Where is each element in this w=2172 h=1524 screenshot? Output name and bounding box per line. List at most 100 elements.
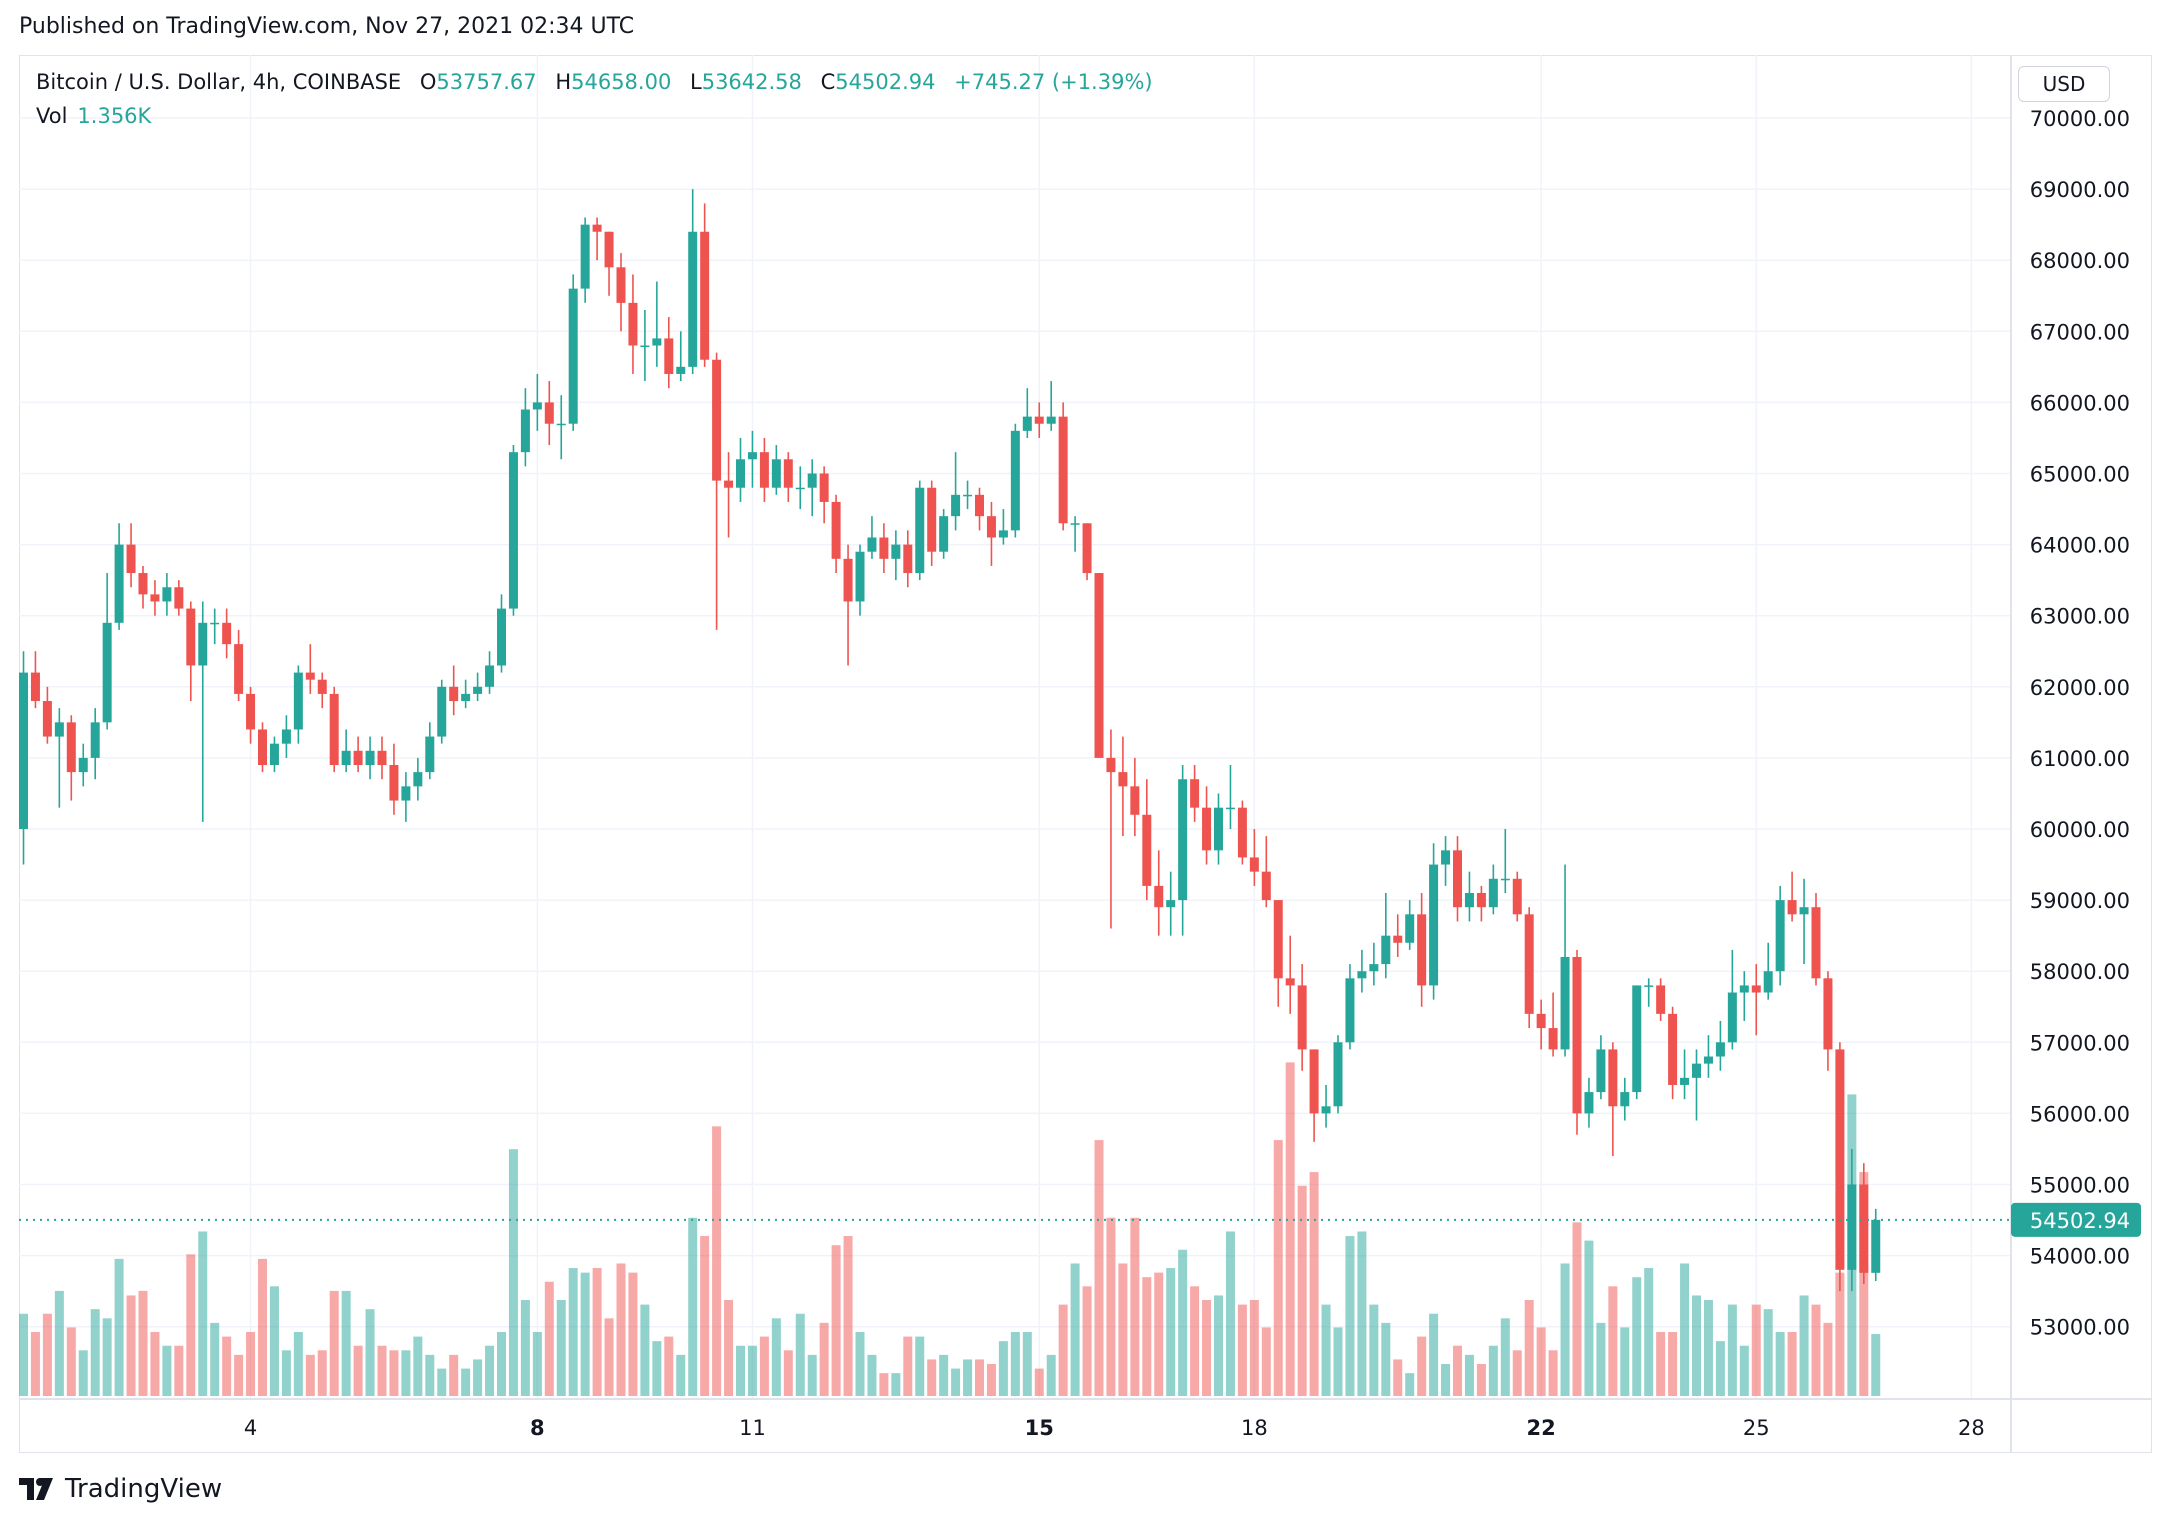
tradingview-logo[interactable]: TradingView [19,1474,222,1504]
candle-body [520,409,530,453]
volume-bar [1488,1345,1498,1396]
candle-body [401,786,411,801]
candle-body [855,551,865,602]
volume-bar [186,1254,196,1396]
candle-body [1727,992,1737,1043]
volume-bar [676,1354,686,1396]
candle-body [640,345,650,348]
volume-bar [114,1258,124,1396]
candle-body [1285,978,1295,986]
volume-bar [365,1309,375,1396]
candle-body [1476,892,1486,908]
candle-body [1763,971,1773,993]
candle-body [915,487,925,574]
volume-bar [939,1354,949,1396]
volume-bar [998,1341,1008,1396]
candle-body [1046,416,1056,424]
candle-body [1094,573,1104,758]
candle-body [700,231,710,360]
price-tick-label: 70000.00 [2030,107,2130,131]
candle-body [1572,956,1582,1114]
time-tick-label: 22 [1527,1416,1556,1440]
volume-bar [1130,1217,1140,1396]
candle-body [66,722,76,773]
price-tick-label: 58000.00 [2030,960,2130,984]
candle-body [234,644,244,694]
price-tick-label: 63000.00 [2030,605,2130,629]
candle-body [54,722,64,737]
currency-button[interactable]: USD [2018,66,2110,102]
candle-body [1500,878,1510,881]
candle-body [126,544,136,574]
candle-body [1644,985,1654,987]
volume-legend: Vol 1.356K [36,104,151,128]
candle-body [305,672,315,680]
volume-bar [377,1345,387,1396]
volume-bar [1070,1263,1080,1396]
volume-bar [628,1272,638,1396]
candle-body [747,452,757,460]
volume-bar [712,1126,722,1396]
candle-body [258,729,267,766]
candle-body [1811,907,1821,979]
candle-body [1680,1077,1690,1085]
candle-body [1273,900,1283,979]
candle-body [1249,857,1259,872]
volume-bar [90,1309,100,1396]
candle-body [998,530,1008,538]
published-caption: Published on TradingView.com, Nov 27, 20… [19,14,635,39]
volume-bar [1285,1062,1295,1396]
price-tick-label: 53000.00 [2030,1316,2130,1340]
candle-body [1034,416,1044,424]
candle-body [963,494,973,497]
candle-body [1058,416,1068,524]
volume-bar [317,1350,327,1396]
close-value: 54502.94 [835,70,936,94]
candle-body [1620,1092,1630,1107]
volume-bar [927,1359,937,1396]
candle-body [1405,914,1415,943]
candle-body [1130,786,1140,815]
volume-bar [126,1295,136,1396]
candle-body [1751,985,1761,993]
candle-body [1321,1106,1331,1114]
volume-bar [162,1345,172,1396]
symbol-title: Bitcoin / U.S. Dollar, 4h, COINBASE [36,70,402,94]
volume-bar [473,1359,483,1396]
volume-bar [783,1350,793,1396]
volume-bar [1225,1231,1235,1396]
candle-body [1453,850,1462,908]
volume-bar [389,1350,399,1396]
volume-bar [1787,1332,1797,1396]
candle-body [1871,1219,1881,1273]
candle-body [138,573,148,595]
volume-bar [1190,1286,1200,1396]
volume-bar [1154,1272,1164,1396]
volume-bar [1297,1185,1307,1396]
volume-bar [102,1318,112,1396]
volume-bar [986,1364,996,1396]
volume-bar [461,1368,471,1396]
candle-body [1297,985,1307,1050]
candle-body [413,772,423,787]
volume-bar [401,1350,411,1396]
candle-body [150,594,160,602]
tradingview-logo-icon [19,1478,53,1500]
time-tick-label: 28 [1958,1416,1985,1440]
candle-body [712,359,722,481]
candle-body [162,587,172,602]
candle-body [927,487,937,552]
volume-bar [78,1350,88,1396]
volume-bar [54,1290,64,1396]
volume-bar [544,1281,554,1396]
volume-bar [1703,1300,1713,1396]
candle-body [544,402,554,424]
candle-body [1560,956,1570,1050]
candle-body [42,701,52,737]
volume-bar [1512,1350,1522,1396]
candle-body [831,501,841,559]
volume-label: Vol [36,104,68,128]
candle-body [1536,1013,1546,1029]
candle-body [186,608,196,666]
